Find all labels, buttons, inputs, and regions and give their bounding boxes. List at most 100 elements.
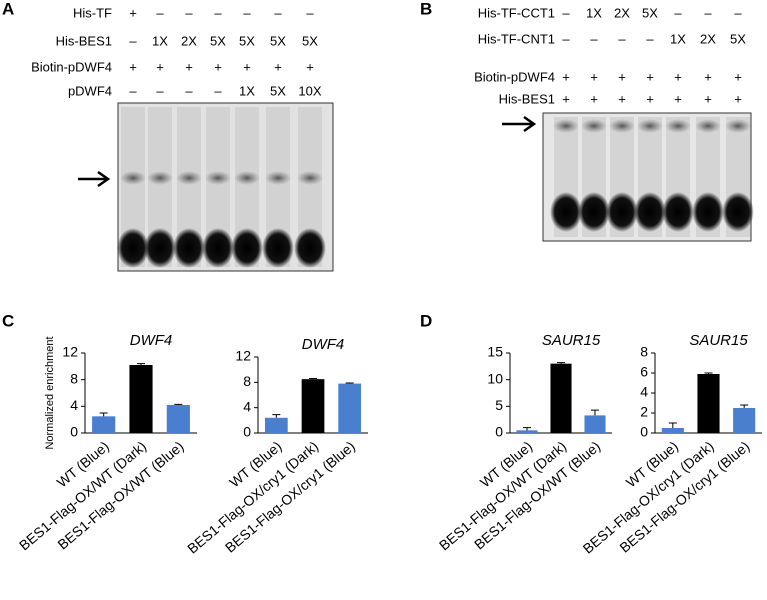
lane-label: – xyxy=(590,31,598,46)
lane-label: – xyxy=(185,5,193,20)
free-probe xyxy=(692,192,724,232)
y-tick-label: 12 xyxy=(62,344,78,360)
row-label: His-TF-CNT1 xyxy=(478,31,555,46)
lane-label: – xyxy=(129,83,137,98)
free-probe xyxy=(634,192,666,232)
lane-label: 5X xyxy=(270,83,286,98)
y-tick-label: 0 xyxy=(640,424,648,440)
panel-label: C xyxy=(2,311,14,330)
lane-label: + xyxy=(646,91,654,106)
bar xyxy=(516,430,538,433)
error-bar xyxy=(272,414,281,418)
lane-label: 5X xyxy=(730,31,746,46)
lane-label: – xyxy=(674,5,682,20)
bar xyxy=(338,383,362,433)
error-bar xyxy=(523,427,531,431)
shifted-band xyxy=(234,171,260,185)
y-tick-label: 10 xyxy=(487,370,503,386)
shifted-band xyxy=(581,119,607,133)
shifted-band xyxy=(147,171,173,185)
arrow xyxy=(502,115,537,133)
free-probe xyxy=(117,228,149,268)
arrow xyxy=(78,170,111,188)
lane-label: + xyxy=(562,69,570,84)
chart-title: SAUR15 xyxy=(689,332,748,349)
lane-label: + xyxy=(243,59,251,74)
shifted-band xyxy=(695,119,721,133)
row-label: Biotin-pDWF4 xyxy=(474,69,555,84)
lane-label: – xyxy=(274,5,282,20)
row-label: Biotin-pDWF4 xyxy=(31,59,112,74)
lane-label: + xyxy=(590,69,598,84)
chart-title: SAUR15 xyxy=(542,332,601,349)
lane-label: + xyxy=(734,91,742,106)
lane-label: – xyxy=(185,83,193,98)
lane-label: + xyxy=(734,69,742,84)
row-label: His-TF xyxy=(73,5,112,20)
bar xyxy=(584,415,606,433)
lane-label: 5X xyxy=(642,5,658,20)
shifted-band xyxy=(297,171,323,185)
lane-label: + xyxy=(704,69,712,84)
y-tick-label: 4 xyxy=(640,384,648,400)
lane-label: 5X xyxy=(239,33,255,48)
lane-label: 2X xyxy=(614,5,630,20)
lane-label: – xyxy=(704,5,712,20)
y-tick-label: 8 xyxy=(70,370,78,386)
lane-label: + xyxy=(156,59,164,74)
lane-label: 2X xyxy=(181,33,197,48)
free-probe xyxy=(662,192,694,232)
bar xyxy=(550,363,572,433)
lane-label: 5X xyxy=(302,33,318,48)
lane-label: 5X xyxy=(210,33,226,48)
row-label: His-TF-CCT1 xyxy=(478,5,555,20)
bar xyxy=(733,408,756,433)
y-tick-label: 5 xyxy=(495,397,503,413)
x-tick-label: BES1-Flag-OX/WT (Dark) xyxy=(436,438,569,554)
shifted-band xyxy=(725,119,751,133)
y-tick-label: 0 xyxy=(70,424,78,440)
lane-label: + xyxy=(674,91,682,106)
panel-label: A xyxy=(2,0,14,18)
free-probe xyxy=(294,228,326,268)
y-tick-label: 4 xyxy=(243,398,251,414)
y-tick-label: 2 xyxy=(640,404,648,420)
error-bar xyxy=(309,378,317,380)
bar xyxy=(166,405,190,433)
error-bar xyxy=(704,372,713,374)
lane-label: + xyxy=(674,69,682,84)
lane-label: + xyxy=(274,59,282,74)
row-label: pDWF4 xyxy=(68,83,112,98)
lane-label: – xyxy=(562,5,570,20)
error-bar xyxy=(668,422,677,428)
lane-label: – xyxy=(646,31,654,46)
free-probe xyxy=(202,228,234,268)
shifted-band xyxy=(205,171,231,185)
lane-label: + xyxy=(185,59,193,74)
bar xyxy=(697,374,720,433)
lane-label: – xyxy=(243,5,251,20)
free-probe xyxy=(550,192,582,232)
lane-label: – xyxy=(214,83,222,98)
lane-label: – xyxy=(129,33,137,48)
lane-label: + xyxy=(590,91,598,106)
free-probe xyxy=(173,228,205,268)
y-tick-label: 8 xyxy=(243,373,251,389)
y-tick-label: 12 xyxy=(235,348,251,364)
bar xyxy=(661,428,684,433)
shifted-band xyxy=(553,119,579,133)
shifted-band xyxy=(609,119,635,133)
bar xyxy=(264,417,288,433)
error-bar xyxy=(557,362,565,364)
lane-label: – xyxy=(306,5,314,20)
error-bar xyxy=(137,363,145,365)
lane-label: – xyxy=(156,83,164,98)
lane-label: + xyxy=(562,91,570,106)
lane-label: 1X xyxy=(239,83,255,98)
shifted-band xyxy=(120,171,146,185)
lane-label: + xyxy=(129,5,137,20)
y-tick-label: 6 xyxy=(640,364,648,380)
lane-label: – xyxy=(618,31,626,46)
